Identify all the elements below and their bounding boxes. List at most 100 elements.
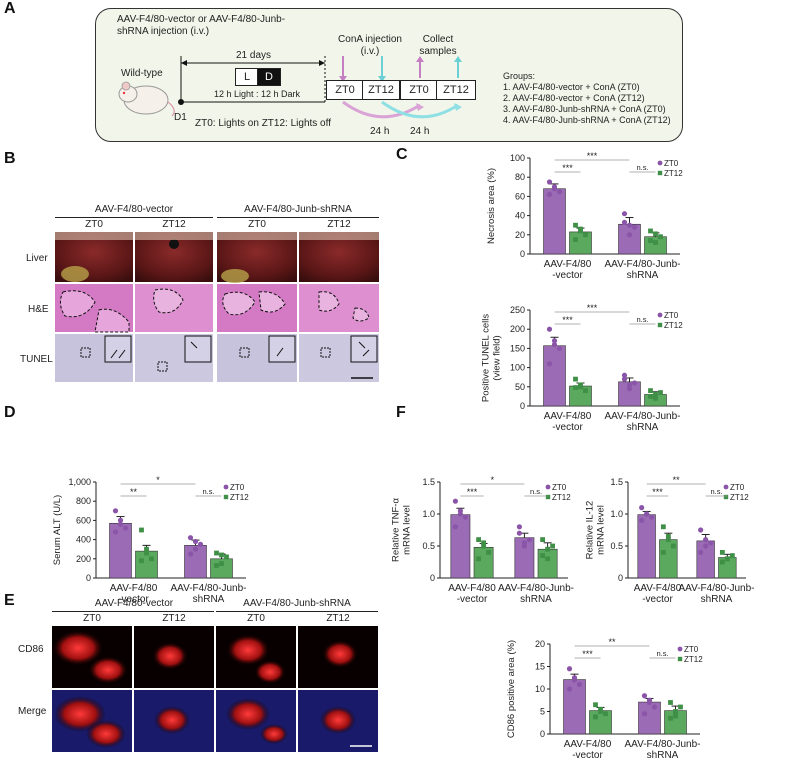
data-point: [698, 549, 704, 555]
sig-label: n.s.: [530, 487, 542, 496]
y-axis-label: Positive TUNEL cells: [481, 314, 492, 402]
data-point: [639, 517, 645, 523]
group-item: 1. AAV-F4/80-vector + ConA (ZT0): [503, 82, 640, 92]
y-tick-label: 0: [430, 573, 435, 583]
bar: [109, 522, 132, 579]
y-tick-label: 0: [618, 573, 623, 583]
data-point: [214, 563, 219, 568]
x-tick-label: AAV-F4/80-Junb-: [605, 259, 681, 270]
b-row-tunel: TUNEL: [20, 354, 53, 365]
bar: [543, 345, 566, 407]
e-col-1: ZT0: [83, 613, 101, 624]
sig-label: ***: [467, 487, 478, 497]
sig-label: *: [156, 475, 160, 485]
sig-label: n.s.: [636, 315, 648, 324]
sig-label: **: [673, 475, 681, 485]
data-point: [551, 338, 558, 344]
data-point: [197, 541, 204, 547]
group-item: 2. AAV-F4/80-vector + ConA (ZT12): [503, 93, 645, 103]
data-point: [573, 222, 578, 228]
panel-label-b: B: [4, 150, 16, 167]
y-tick-label: 1.5: [422, 477, 435, 487]
y-axis-label: mRNA level: [596, 505, 607, 555]
legend-label: ZT0: [664, 311, 679, 320]
data-point: [703, 537, 709, 543]
data-point: [573, 385, 578, 390]
data-point: [673, 709, 678, 714]
y-axis-label: Relative IL-12: [585, 501, 596, 560]
x-tick-label: -vector: [552, 422, 583, 433]
data-point: [551, 184, 558, 190]
injection-text: AAV-F4/80-vector or AAV-F4/80-Junb-shRNA…: [117, 14, 286, 37]
data-point: [550, 543, 555, 549]
data-point: [719, 550, 725, 555]
y-tick-label: 100: [510, 363, 525, 373]
y-tick-label: 600: [76, 515, 91, 525]
b-col-2: ZT12: [162, 219, 186, 230]
y-tick-label: 200: [510, 324, 525, 334]
data-point: [653, 392, 658, 397]
sig-label: n.s.: [710, 487, 722, 496]
e-col-4: ZT12: [326, 613, 350, 624]
b-col-3: ZT0: [248, 219, 266, 230]
bar: [637, 514, 656, 579]
data-point: [481, 543, 486, 549]
b-row-liver: Liver: [26, 253, 48, 264]
y-axis-label: Relative TNF-α: [391, 498, 402, 562]
sig-label: n.s.: [636, 163, 648, 172]
x-tick-label: AAV-F4/80: [544, 259, 592, 270]
x-tick-label: AAV-F4/80-Junb-: [625, 739, 701, 750]
x-tick-label: -vector: [118, 594, 149, 605]
data-point: [646, 697, 653, 703]
data-point: [545, 546, 550, 552]
data-point: [626, 222, 633, 228]
data-point: [719, 559, 725, 565]
interval-2: 24 h: [410, 126, 430, 137]
panel-label-e: E: [4, 592, 15, 609]
light-box: L: [235, 68, 259, 86]
data-point: [641, 711, 648, 717]
data-point: [665, 537, 671, 542]
dark-box: D: [257, 68, 281, 86]
data-point: [648, 228, 653, 234]
panel-label-f: F: [396, 404, 406, 421]
data-point: [708, 540, 714, 546]
data-point: [641, 693, 648, 699]
y-tick-label: 20: [535, 639, 545, 649]
he-images: [55, 284, 379, 333]
sig-label: ***: [587, 303, 598, 313]
data-point: [648, 394, 653, 399]
sig-label: **: [608, 637, 616, 647]
y-axis-label: Necrosis area (%): [486, 168, 497, 244]
data-point: [462, 514, 468, 520]
data-point: [703, 543, 709, 549]
panel-label-d: D: [4, 404, 16, 421]
x-tick-label: shRNA: [520, 594, 552, 605]
legend-label: ZT12: [664, 321, 683, 330]
data-point: [540, 553, 545, 558]
x-tick-label: AAV-F4/80-Junb-: [171, 583, 247, 594]
x-tick-label: -vector: [642, 594, 673, 605]
chart-alt: 0 200 400 600 800 1,000 Serum ALT (U/L) AAV-F4/…: [52, 475, 249, 605]
b-group-line-2: [217, 217, 379, 218]
data-point: [224, 554, 229, 560]
data-point: [670, 543, 676, 549]
data-point: [648, 388, 653, 394]
data-point: [117, 521, 124, 527]
x-tick-label: AAV-F4/80-Junb-: [679, 583, 755, 594]
b-col-1: ZT0: [85, 219, 103, 230]
y-tick-label: 15: [535, 662, 545, 672]
x-tick-label: AAV-F4/80-Junb-: [605, 411, 681, 422]
b-group-title-2: AAV-F4/80-Junb-shRNA: [244, 204, 352, 215]
legend-marker: [657, 322, 663, 328]
data-point: [476, 537, 481, 542]
zt-box-4: ZT12: [436, 80, 476, 100]
sig-label: ***: [582, 649, 593, 659]
data-point: [593, 714, 598, 720]
data-point: [729, 553, 735, 558]
data-point: [603, 711, 608, 717]
chart-tunel: 0 50 100 150 200 250 Positive TUNEL cells (view…: [481, 303, 684, 433]
data-point: [665, 534, 671, 539]
data-point: [540, 537, 545, 542]
legend-marker: [723, 484, 729, 490]
